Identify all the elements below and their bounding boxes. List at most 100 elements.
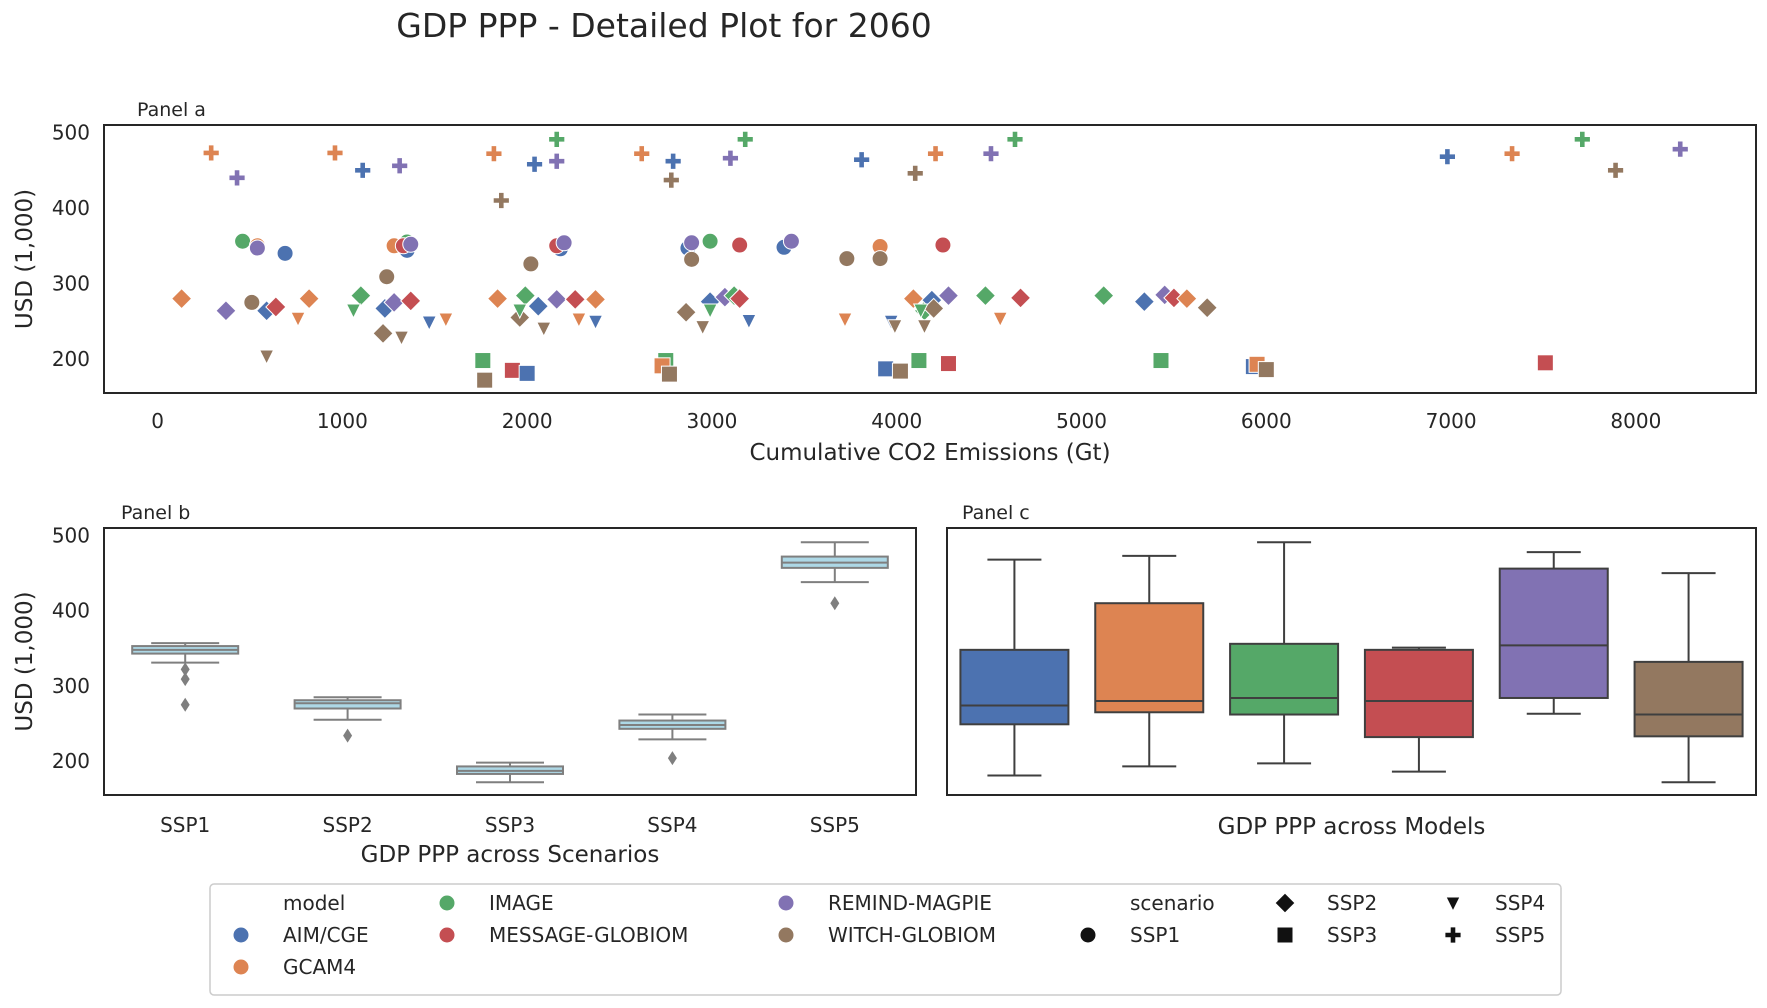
panel-c-box-message-globiom-box (1363, 648, 1474, 739)
scatter-point-gcam4-ssp2 (486, 287, 509, 310)
scatter-point-gcam4-ssp5 (927, 145, 944, 163)
scatter-point-gcam4-ssp2 (1176, 287, 1198, 310)
scatter-point-image-ssp5 (1573, 130, 1591, 148)
scatter-point-gcam4-ssp5 (202, 144, 220, 162)
panel-a-title: Panel a (137, 99, 206, 121)
x-tick-label: SSP3 (485, 813, 535, 837)
panel-b-box-ssp1-outlier (180, 662, 190, 677)
legend-marker-aim-cge (232, 926, 250, 944)
x-tick-label: 7000 (1426, 409, 1477, 433)
panel-b-box-ssp4-outlier (667, 751, 677, 766)
panel-b-box-ssp1-outlier (180, 672, 190, 687)
scatter-point-witch-globiom-ssp5 (662, 171, 680, 189)
legend-marker-remind-magpie (777, 894, 795, 912)
scatter-point-aim-cge-ssp3 (877, 360, 895, 378)
panel-b-box-ssp5-outlier (830, 596, 840, 611)
scatter-point-image-ssp4 (702, 303, 718, 320)
scatter-point-gcam4-ssp2 (170, 287, 193, 310)
x-tick-label: 0 (151, 409, 164, 433)
legend-marker-message-globiom (438, 926, 456, 944)
x-tick-label: 3000 (686, 409, 737, 433)
scatter-point-witch-globiom-ssp4 (694, 320, 711, 336)
scatter-point-image-ssp4 (912, 303, 929, 320)
scatter-point-witch-globiom-ssp1 (522, 255, 540, 273)
panel-b-box-ssp2-box (293, 699, 402, 710)
y-tick-label: 400 (52, 196, 90, 220)
scatter-point-witch-globiom-ssp1 (871, 250, 889, 268)
scatter-point-aim-cge-ssp2 (527, 295, 549, 317)
legend-label-image: IMAGE (489, 891, 554, 915)
scatter-point-image-ssp5 (1006, 130, 1024, 148)
scatter-point-gcam4-ssp5 (1503, 145, 1521, 163)
legend-frame (209, 883, 1562, 996)
panel-c-box-frame (946, 527, 1757, 796)
panel-a-x-axis-label: Cumulative CO2 Emissions (Gt) (749, 440, 1110, 466)
panel-b-x-axis-label: GDP PPP across Scenarios (361, 842, 660, 868)
scatter-point-aim-cge-ssp5 (1439, 148, 1456, 166)
scatter-point-image-ssp4 (345, 303, 362, 320)
scatter-point-gcam4-ssp5 (633, 145, 651, 163)
legend-marker-ssp4 (1445, 896, 1461, 913)
y-tick-label: 300 (52, 272, 90, 296)
scatter-point-remind-magpie-ssp5 (391, 157, 409, 175)
scatter-point-remind-magpie-ssp5 (548, 152, 566, 170)
scatter-point-message-globiom-ssp1 (934, 236, 952, 254)
scatter-point-image-ssp3 (910, 352, 928, 370)
x-tick-label: SSP2 (323, 813, 373, 837)
panel-b-box-ssp2-outlier (343, 728, 353, 743)
scatter-point-message-globiom-ssp3 (503, 361, 521, 379)
legend-scenario-title: scenario (1130, 891, 1215, 915)
x-tick-label: SSP5 (810, 813, 860, 837)
panel-b-box-frame (103, 527, 917, 796)
scatter-point-aim-cge-ssp5 (526, 155, 543, 173)
legend-label-message-globiom: MESSAGE-GLOBIOM (489, 923, 688, 947)
scatter-point-remind-magpie-ssp2 (937, 284, 960, 307)
panel-c-title: Panel c (962, 502, 1030, 524)
scatter-point-witch-globiom-ssp1 (838, 250, 856, 268)
legend-label-gcam4: GCAM4 (283, 955, 356, 979)
legend-label-ssp4: SSP4 (1495, 891, 1545, 915)
scatter-point-message-globiom-ssp1 (731, 236, 749, 254)
panel-c-box-gcam4-box (1094, 602, 1205, 714)
scatter-point-message-globiom-ssp2 (564, 288, 586, 311)
scatter-point-aim-cge-ssp5 (664, 152, 682, 170)
scatter-point-message-globiom-ssp2 (400, 290, 422, 312)
scatter-point-aim-cge-ssp2 (1133, 290, 1156, 313)
legend-marker-ssp5 (1444, 926, 1462, 944)
scatter-point-witch-globiom-ssp2 (675, 301, 697, 323)
legend-label-ssp5: SSP5 (1495, 923, 1545, 947)
scatter-point-witch-globiom-ssp4 (258, 349, 275, 366)
x-tick-label: 4000 (871, 409, 922, 433)
scatter-point-gcam4-ssp4 (290, 311, 306, 328)
scatter-point-gcam4-ssp5 (326, 144, 344, 162)
legend-marker-gcam4 (232, 958, 250, 976)
x-tick-label: SSP1 (160, 813, 210, 837)
scatter-point-remind-magpie-ssp1 (782, 232, 800, 250)
legend-label-witch-globiom: WITCH-GLOBIOM (828, 923, 996, 947)
scatter-point-aim-cge-ssp3 (518, 364, 536, 382)
scatter-point-remind-magpie-ssp5 (1671, 140, 1689, 158)
x-tick-label: 8000 (1610, 409, 1661, 433)
scatter-point-aim-cge-ssp4 (421, 315, 438, 332)
scatter-point-aim-cge-ssp1 (276, 244, 294, 262)
scatter-point-image-ssp2 (1092, 284, 1115, 307)
scatter-point-witch-globiom-ssp5 (1607, 161, 1624, 179)
panel-c-x-axis-label: GDP PPP across Models (1218, 814, 1486, 840)
scatter-point-aim-cge-ssp4 (587, 314, 604, 331)
panel-b-box-ssp1-outlier (180, 697, 190, 712)
scatter-point-gcam4-ssp4 (571, 312, 587, 329)
x-tick-label: 1000 (317, 409, 368, 433)
scatter-point-image-ssp3 (1152, 352, 1170, 370)
legend-label-ssp3: SSP3 (1327, 923, 1377, 947)
scatter-point-gcam4-ssp5 (485, 145, 503, 163)
scatter-point-remind-magpie-ssp2 (546, 288, 568, 311)
scatter-point-witch-globiom-ssp2 (372, 322, 394, 345)
scatter-point-image-ssp2 (974, 284, 997, 307)
legend-marker-ssp3 (1276, 926, 1294, 944)
scatter-point-image-ssp5 (736, 130, 754, 148)
y-tick-label: 200 (52, 347, 90, 371)
scatter-point-witch-globiom-ssp4 (393, 330, 410, 347)
scatter-point-image-ssp5 (548, 130, 566, 148)
figure-title: GDP PPP - Detailed Plot for 2060 (396, 6, 931, 45)
